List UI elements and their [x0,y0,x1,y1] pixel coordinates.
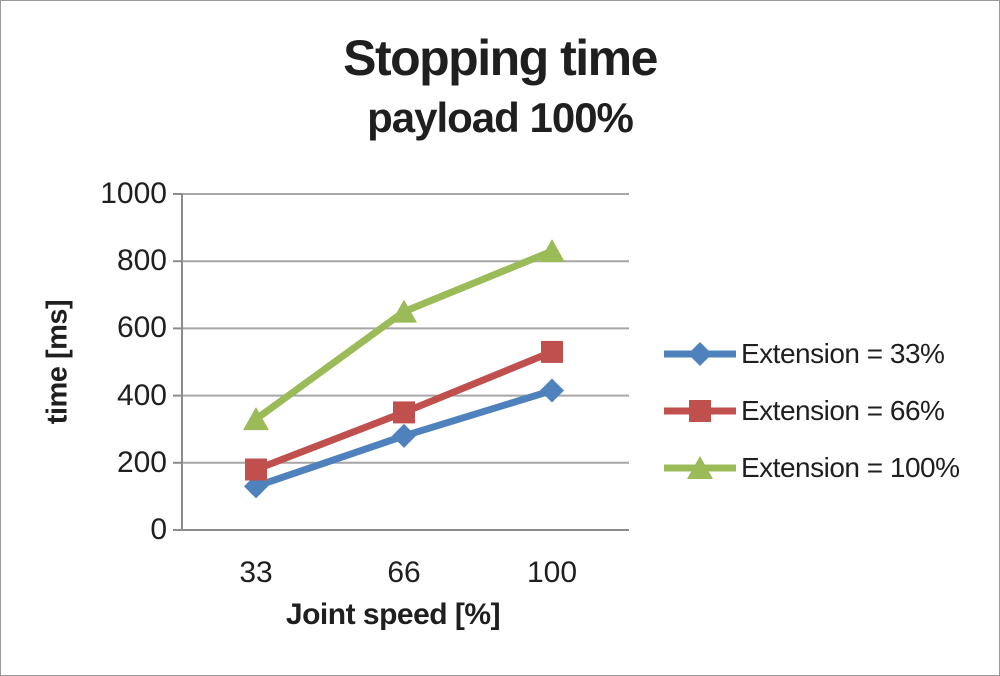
series-line [253,247,554,422]
y-axis-tick-label: 400 [116,378,167,412]
y-axis-tick-label: 800 [116,244,167,278]
data-point-marker [245,458,267,481]
y-axis-tick-label: 0 [150,513,167,546]
data-point-marker [539,239,565,263]
legend-marker [689,399,711,422]
legend-diamond-marker-icon [664,341,736,366]
legend-label: Extension = 33% [741,337,945,369]
legend-item: Extension = 33% [664,338,960,369]
x-axis-tick-label: 66 [387,556,421,589]
legend-triangle-marker-icon [664,455,736,479]
data-point-marker [541,340,563,363]
chart-title: Stopping time [343,30,658,86]
legend-marker [687,455,713,479]
data-point-marker [540,378,564,403]
legend: Extension = 33% Extension = 66% Extension … [664,338,960,483]
legend-item: Extension = 100% [664,452,960,483]
y-axis-title: time [ms] [41,299,74,425]
y-axis-tick-label: 200 [116,445,167,479]
legend-square-marker-icon [664,399,736,422]
legend-item: Extension = 66% [664,395,960,426]
data-point-marker [243,407,269,431]
y-axis-tick-label: 600 [116,311,167,345]
x-axis-tick-label: 33 [239,556,273,589]
legend-label: Extension = 66% [741,394,945,426]
chart-subtitle: payload 100% [367,94,634,141]
data-point-marker [393,401,415,424]
data-point-marker [391,299,417,323]
data-point-marker [392,423,416,448]
legend-marker [688,341,712,366]
y-axis-tick-label: 1000 [100,177,167,210]
x-axis-title: Joint speed [%] [285,598,501,631]
legend-label: Extension = 100% [741,451,960,483]
x-axis-tick-label: 100 [526,556,578,589]
